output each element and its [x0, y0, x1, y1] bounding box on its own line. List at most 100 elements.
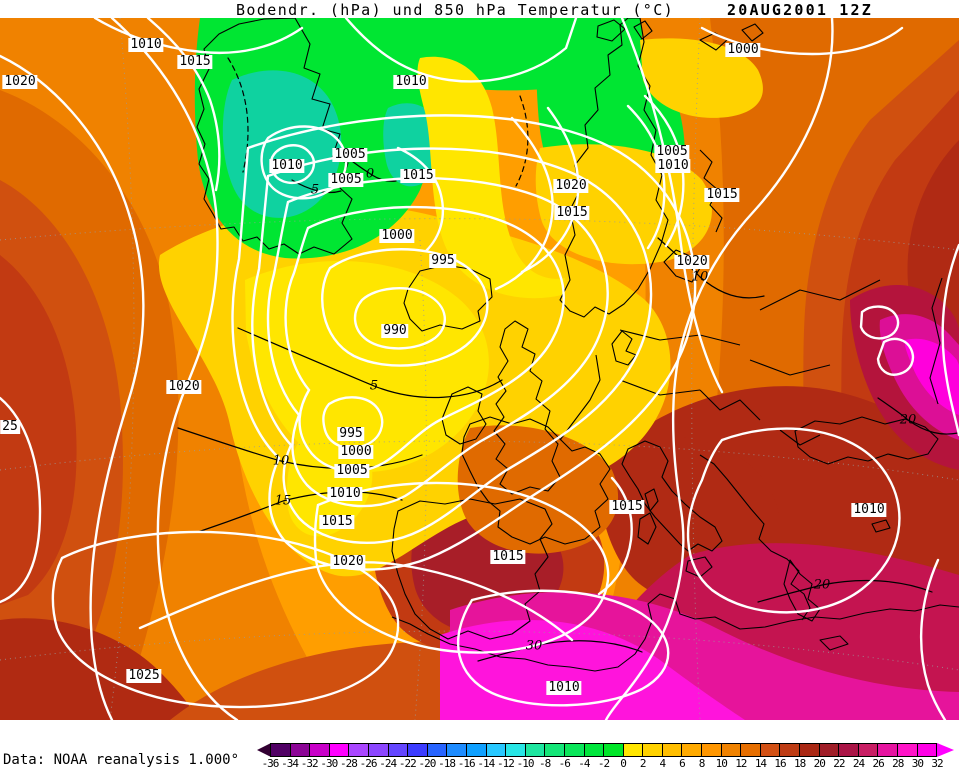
pressure-label: 1020 [553, 178, 589, 193]
colorbar-tick-label: -14 [477, 757, 495, 770]
colorbar-box [525, 744, 546, 756]
pressure-label: 1005 [654, 144, 690, 159]
colorbar-box [604, 744, 624, 756]
colorbar-tick-label: -26 [359, 757, 378, 770]
colorbar-tick-label: -12 [496, 757, 515, 770]
colorbar-box [623, 744, 644, 756]
colorbar-tick-label: -18 [438, 757, 456, 770]
colorbar-tick-label: -2 [597, 757, 610, 770]
colorbar-box [564, 744, 585, 756]
colorbar-tick-label: -24 [379, 757, 397, 770]
pressure-label: 1015 [177, 54, 213, 69]
colorbar-tick-label: 32 [931, 757, 943, 770]
pressure-label: 995 [429, 253, 457, 268]
colorbar-box [898, 744, 918, 756]
colorbar-box [466, 744, 487, 756]
pressure-label: 1020 [330, 554, 366, 569]
temperature-label: 30 [525, 638, 543, 654]
credit-data-source: Data: NOAA reanalysis 1.000° [3, 752, 240, 768]
colorbar-tick-label: 16 [774, 757, 786, 770]
colorbar-box [349, 744, 369, 756]
colorbar-box [878, 744, 898, 756]
colorbar-tick-label: 28 [892, 757, 904, 770]
colorbar-boxes [270, 743, 937, 757]
pressure-label: 1005 [334, 463, 370, 478]
colorbar-tick-label: 0 [620, 757, 627, 770]
map-canvas: 1010 1015 1020 1010 1000 1005 1010 1005 1015 1005… [0, 18, 959, 720]
pressure-label: 1010 [327, 486, 363, 501]
colorbar-box [917, 744, 937, 756]
pressure-label: 1000 [725, 42, 761, 57]
pressure-label: 1025 [126, 668, 162, 683]
colorbar-box [819, 744, 840, 756]
pressure-label: 1010 [128, 37, 164, 52]
colorbar-tick-label: 24 [852, 757, 865, 770]
colorbar-tick-label: 30 [911, 757, 924, 770]
colorbar-tick-label: 12 [735, 757, 747, 770]
pressure-label: 1010 [851, 502, 887, 517]
pressure-label: 1020 [674, 254, 710, 269]
colorbar-tick-label: -30 [320, 757, 338, 770]
temperature-label: 15 [274, 493, 292, 509]
colorbar-tick-label: 10 [715, 757, 728, 770]
colorbar-tick-label: 8 [698, 757, 706, 770]
colorbar-box [290, 744, 311, 756]
temperature-label: 0 [365, 166, 375, 182]
colorbar-box [388, 744, 409, 756]
temperature-label: 10 [691, 269, 709, 285]
pressure-label: 1010 [269, 158, 305, 173]
pressure-label: 990 [381, 323, 409, 338]
colorbar-box [760, 744, 781, 756]
temperature-colorbar: -36 -34 -32 -30 -28 -26 -24 -22 -20 -18 -16 -14 -12-… [257, 743, 957, 770]
colorbar-box [584, 744, 605, 756]
temperature-label: 20 [899, 412, 917, 428]
colorbar-box [427, 744, 448, 756]
temperature-label: 10 [272, 453, 290, 469]
pressure-label: 1005 [328, 172, 364, 187]
colorbar-right-arrow-icon [937, 743, 954, 757]
colorbar-tick-label: -6 [558, 757, 571, 770]
pressure-label: 1000 [379, 228, 415, 243]
colorbar-box [858, 744, 879, 756]
colorbar-tick-label: -22 [398, 757, 417, 770]
colorbar-tick-label: 2 [639, 757, 647, 770]
colorbar-tick-label: -32 [300, 757, 319, 770]
credits: Data: NOAA reanalysis 1.000° (C) Wetterz… [3, 720, 239, 770]
colorbar-box [702, 744, 722, 756]
colorbar-tick-label: 4 [659, 757, 667, 770]
colorbar-left-arrow-icon [257, 743, 271, 757]
colorbar-tick-label: 26 [872, 757, 885, 770]
colorbar-tick-label: -20 [418, 757, 437, 770]
temperature-label: 5 [310, 182, 320, 198]
colorbar-box [643, 744, 663, 756]
pressure-label: 1015 [400, 168, 436, 183]
weather-map-svg [0, 18, 959, 720]
colorbar-box [486, 744, 507, 756]
colorbar-box [408, 744, 428, 756]
page-title: Bodendr. (hPa) und 850 hPa Temperatur (°… [236, 1, 675, 19]
pressure-label: 1015 [490, 549, 526, 564]
temperature-label: 20 [813, 577, 831, 593]
pressure-label: 1015 [609, 499, 645, 514]
pressure-label: 1010 [655, 158, 691, 173]
pressure-label: 1015 [554, 205, 590, 220]
colorbar-box [780, 744, 801, 756]
colorbar-tick-label: -10 [516, 757, 535, 770]
map-datetime: 20AUG2001 12Z [727, 1, 873, 19]
colorbar-tick-label: 20 [813, 757, 826, 770]
colorbar-box [545, 744, 565, 756]
colorbar-box [721, 744, 742, 756]
pressure-label: 995 [337, 426, 365, 441]
pressure-label: 1000 [338, 444, 374, 459]
colorbar-tick-label: -36 [261, 757, 280, 770]
colorbar-box [271, 744, 291, 756]
pressure-label: 1010 [546, 680, 582, 695]
colorbar-tick-label: 14 [754, 757, 767, 770]
colorbar-box [447, 744, 467, 756]
colorbar-tick-label: -28 [340, 757, 358, 770]
colorbar-tick-label: 6 [679, 757, 686, 770]
colorbar-box [329, 744, 350, 756]
colorbar-tick-label: -16 [457, 757, 476, 770]
colorbar-tick-label: -34 [281, 757, 299, 770]
